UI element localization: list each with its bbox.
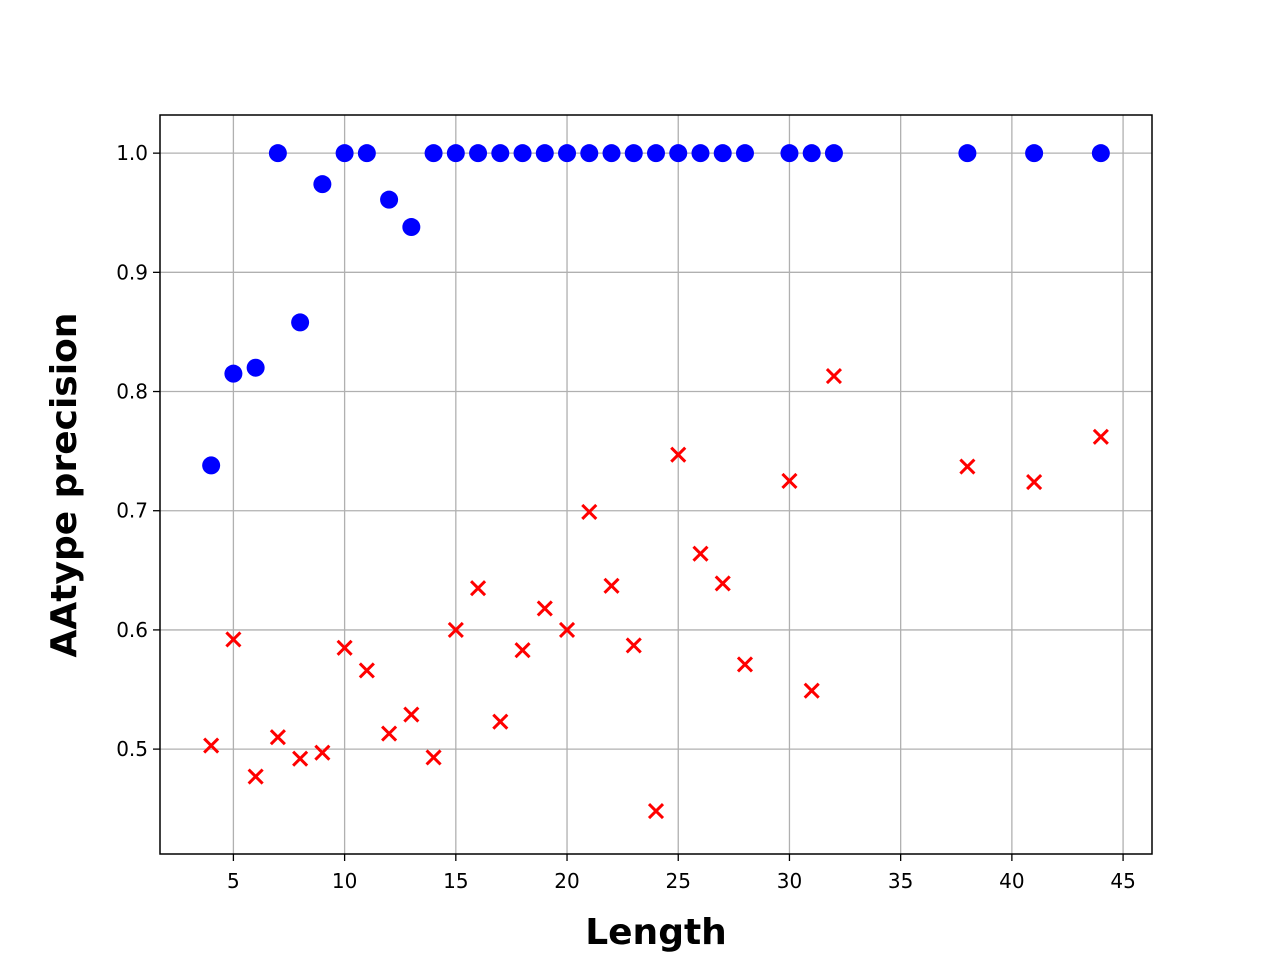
point — [380, 190, 399, 209]
point — [469, 144, 488, 163]
point — [580, 144, 599, 163]
y-tick-label: 0.6 — [116, 618, 148, 642]
point-x — [358, 662, 375, 679]
point-x — [781, 472, 798, 489]
point — [602, 144, 621, 163]
point-x — [959, 458, 976, 475]
y-tick-label: 1.0 — [116, 141, 148, 165]
point-x — [536, 600, 553, 617]
point-x — [558, 621, 576, 638]
point — [802, 144, 821, 163]
point — [780, 144, 799, 163]
point-x — [825, 367, 842, 385]
y-tick-label: 0.8 — [116, 380, 148, 404]
point-x — [381, 725, 398, 742]
point — [558, 144, 577, 163]
point — [402, 218, 421, 237]
x-tick-label: 45 — [1110, 869, 1135, 893]
point — [424, 144, 443, 163]
y-tick-label: 0.9 — [116, 260, 148, 284]
x-tick-label: 20 — [554, 869, 579, 893]
point-x — [425, 749, 442, 766]
point — [335, 144, 354, 163]
point — [357, 144, 376, 163]
point — [669, 144, 688, 163]
ticks: 5 10 15 20 25 30 35 40 45 0.5 0.6 0.7 0.8 0.9 1.0 — [116, 141, 1136, 893]
point-x — [470, 580, 487, 597]
point — [735, 144, 754, 163]
x-axis-label: Length — [585, 912, 727, 953]
y-axis-label: AAtype precision — [44, 313, 85, 658]
x-tick-label: 10 — [332, 869, 357, 893]
point-x — [1092, 428, 1109, 445]
point — [535, 144, 554, 163]
x-tick-label: 5 — [227, 869, 240, 893]
point-x — [803, 682, 820, 699]
point — [446, 144, 465, 163]
point-x — [225, 631, 242, 648]
point — [713, 144, 732, 163]
point — [624, 144, 643, 163]
point — [202, 456, 221, 475]
y-tick-label: 0.5 — [116, 737, 148, 761]
x-tick-label: 15 — [443, 869, 468, 893]
x-tick-label: 30 — [777, 869, 802, 893]
point-x — [336, 639, 353, 656]
point — [313, 175, 332, 194]
point-x — [492, 713, 509, 730]
point-x — [247, 768, 264, 785]
point — [491, 144, 510, 163]
point-x — [625, 637, 642, 654]
point — [268, 144, 287, 163]
y-tick-label: 0.7 — [116, 499, 148, 523]
point — [824, 144, 843, 163]
marks — [202, 144, 1110, 820]
x-tick-label: 25 — [666, 869, 691, 893]
point-x — [603, 577, 620, 594]
point-x — [403, 706, 420, 723]
point-x — [447, 621, 464, 638]
grid — [160, 115, 1152, 854]
plot-frame — [159, 114, 1153, 855]
point-x — [514, 642, 531, 659]
point — [647, 144, 665, 163]
point — [246, 358, 265, 377]
point — [224, 364, 243, 383]
point-x — [203, 737, 220, 754]
point-x — [1026, 474, 1043, 491]
point-x — [714, 575, 731, 592]
point — [1091, 144, 1110, 163]
point-x — [692, 545, 709, 562]
point — [1025, 144, 1044, 163]
point — [513, 144, 532, 163]
point-x — [314, 744, 331, 761]
point-x — [581, 503, 598, 520]
x-tick-label: 40 — [999, 869, 1024, 893]
point-x — [647, 803, 665, 820]
point-x — [292, 750, 309, 767]
point — [291, 313, 310, 332]
point — [691, 144, 710, 163]
point-x — [670, 446, 687, 463]
point-x — [736, 656, 754, 673]
point-x — [269, 729, 286, 746]
x-tick-label: 35 — [888, 869, 913, 893]
point — [958, 144, 977, 163]
